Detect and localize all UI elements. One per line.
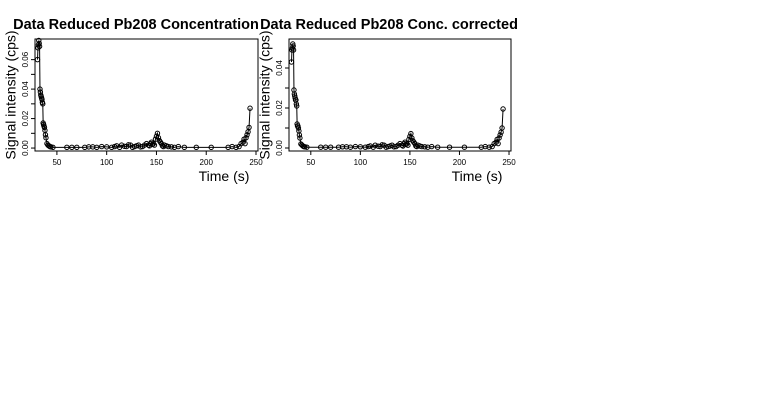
- data-point: [297, 135, 303, 141]
- x-tick-label: 150: [150, 158, 164, 167]
- data-point: [36, 37, 42, 44]
- data-point: [499, 125, 505, 131]
- data-point: [409, 135, 415, 141]
- data-point: [69, 144, 75, 151]
- data-point: [294, 103, 300, 109]
- data-point: [165, 143, 172, 150]
- data-point: [41, 124, 48, 131]
- data-point: [43, 135, 49, 141]
- y-tick-label: 0.00: [21, 140, 30, 156]
- data-point: [99, 143, 105, 150]
- data-point: [290, 47, 297, 53]
- x-tick-label: 50: [306, 158, 315, 167]
- data-point: [486, 144, 492, 150]
- x-tick-label: 150: [403, 158, 417, 167]
- data-point: [244, 132, 250, 138]
- data-point: [497, 132, 503, 138]
- data-point: [246, 124, 252, 131]
- data-point: [357, 144, 364, 150]
- data-point: [318, 144, 324, 150]
- data-point: [64, 144, 70, 151]
- data-point: [193, 144, 199, 151]
- data-point: [181, 144, 188, 151]
- data-point: [295, 125, 302, 131]
- data-point: [446, 144, 453, 150]
- plot-frame: [288, 38, 512, 152]
- data-point: [94, 144, 100, 151]
- x-axis-label: Time (s): [452, 168, 503, 184]
- data-point: [37, 86, 43, 92]
- chart-panel-2: Data Reduced Pb208 Conc. correctedSignal…: [257, 17, 518, 184]
- data-point: [233, 144, 239, 151]
- series-line: [36, 40, 251, 148]
- data-point: [113, 143, 120, 149]
- x-tick-label: 250: [249, 158, 263, 167]
- series-line: [290, 43, 504, 148]
- data-point: [74, 144, 80, 151]
- y-axis-label: Signal intensity (cps): [3, 30, 19, 159]
- data-point: [327, 144, 334, 150]
- data-point: [40, 101, 46, 107]
- data-point: [42, 132, 49, 138]
- y-tick-label: 0.02: [21, 110, 30, 126]
- data-point: [50, 144, 56, 151]
- data-point: [242, 140, 248, 147]
- data-point: [36, 43, 43, 50]
- data-point: [288, 59, 295, 65]
- chart-title: Data Reduced Pb208 Concentration: [13, 17, 259, 33]
- data-point: [175, 143, 182, 150]
- data-point: [36, 40, 42, 47]
- data-point: [461, 144, 468, 150]
- y-tick-label: 0.00: [275, 140, 284, 156]
- data-point: [352, 143, 359, 150]
- data-point: [151, 142, 158, 148]
- data-point: [155, 135, 162, 141]
- data-point: [405, 142, 411, 148]
- data-point: [422, 144, 428, 150]
- x-tick-label: 200: [200, 158, 214, 167]
- data-point: [296, 132, 303, 138]
- chart-title: Data Reduced Pb208 Conc. corrected: [260, 17, 518, 33]
- data-point: [419, 143, 425, 150]
- x-tick-label: 100: [100, 158, 114, 167]
- y-tick-label: 0.02: [275, 100, 284, 116]
- y-axis-label: Signal intensity (cps): [257, 30, 273, 159]
- x-tick-label: 50: [52, 158, 61, 167]
- y-tick-label: 0.04: [21, 81, 30, 97]
- data-point: [367, 143, 373, 149]
- y-tick-label: 0.06: [21, 51, 30, 67]
- data-point: [103, 144, 110, 150]
- data-point: [372, 142, 378, 148]
- data-point: [496, 135, 502, 141]
- plot-frame: [34, 38, 259, 152]
- data-point: [362, 144, 369, 150]
- data-point: [304, 144, 310, 150]
- data-point: [243, 135, 249, 141]
- data-point: [108, 144, 115, 151]
- x-axis-label: Time (s): [199, 168, 250, 184]
- data-point: [247, 105, 253, 111]
- data-point: [434, 144, 441, 150]
- x-tick-label: 200: [453, 158, 467, 167]
- data-point: [208, 144, 214, 151]
- data-point: [168, 144, 175, 150]
- data-point: [429, 143, 435, 150]
- data-point: [118, 142, 125, 148]
- data-point: [34, 56, 41, 63]
- data-point: [347, 144, 354, 150]
- y-tick-label: 0.04: [275, 60, 284, 76]
- x-tick-label: 250: [502, 158, 516, 167]
- data-point: [500, 106, 506, 112]
- data-point: [125, 142, 132, 148]
- x-tick-label: 100: [354, 158, 368, 167]
- data-point: [322, 144, 329, 150]
- data-point: [495, 140, 501, 147]
